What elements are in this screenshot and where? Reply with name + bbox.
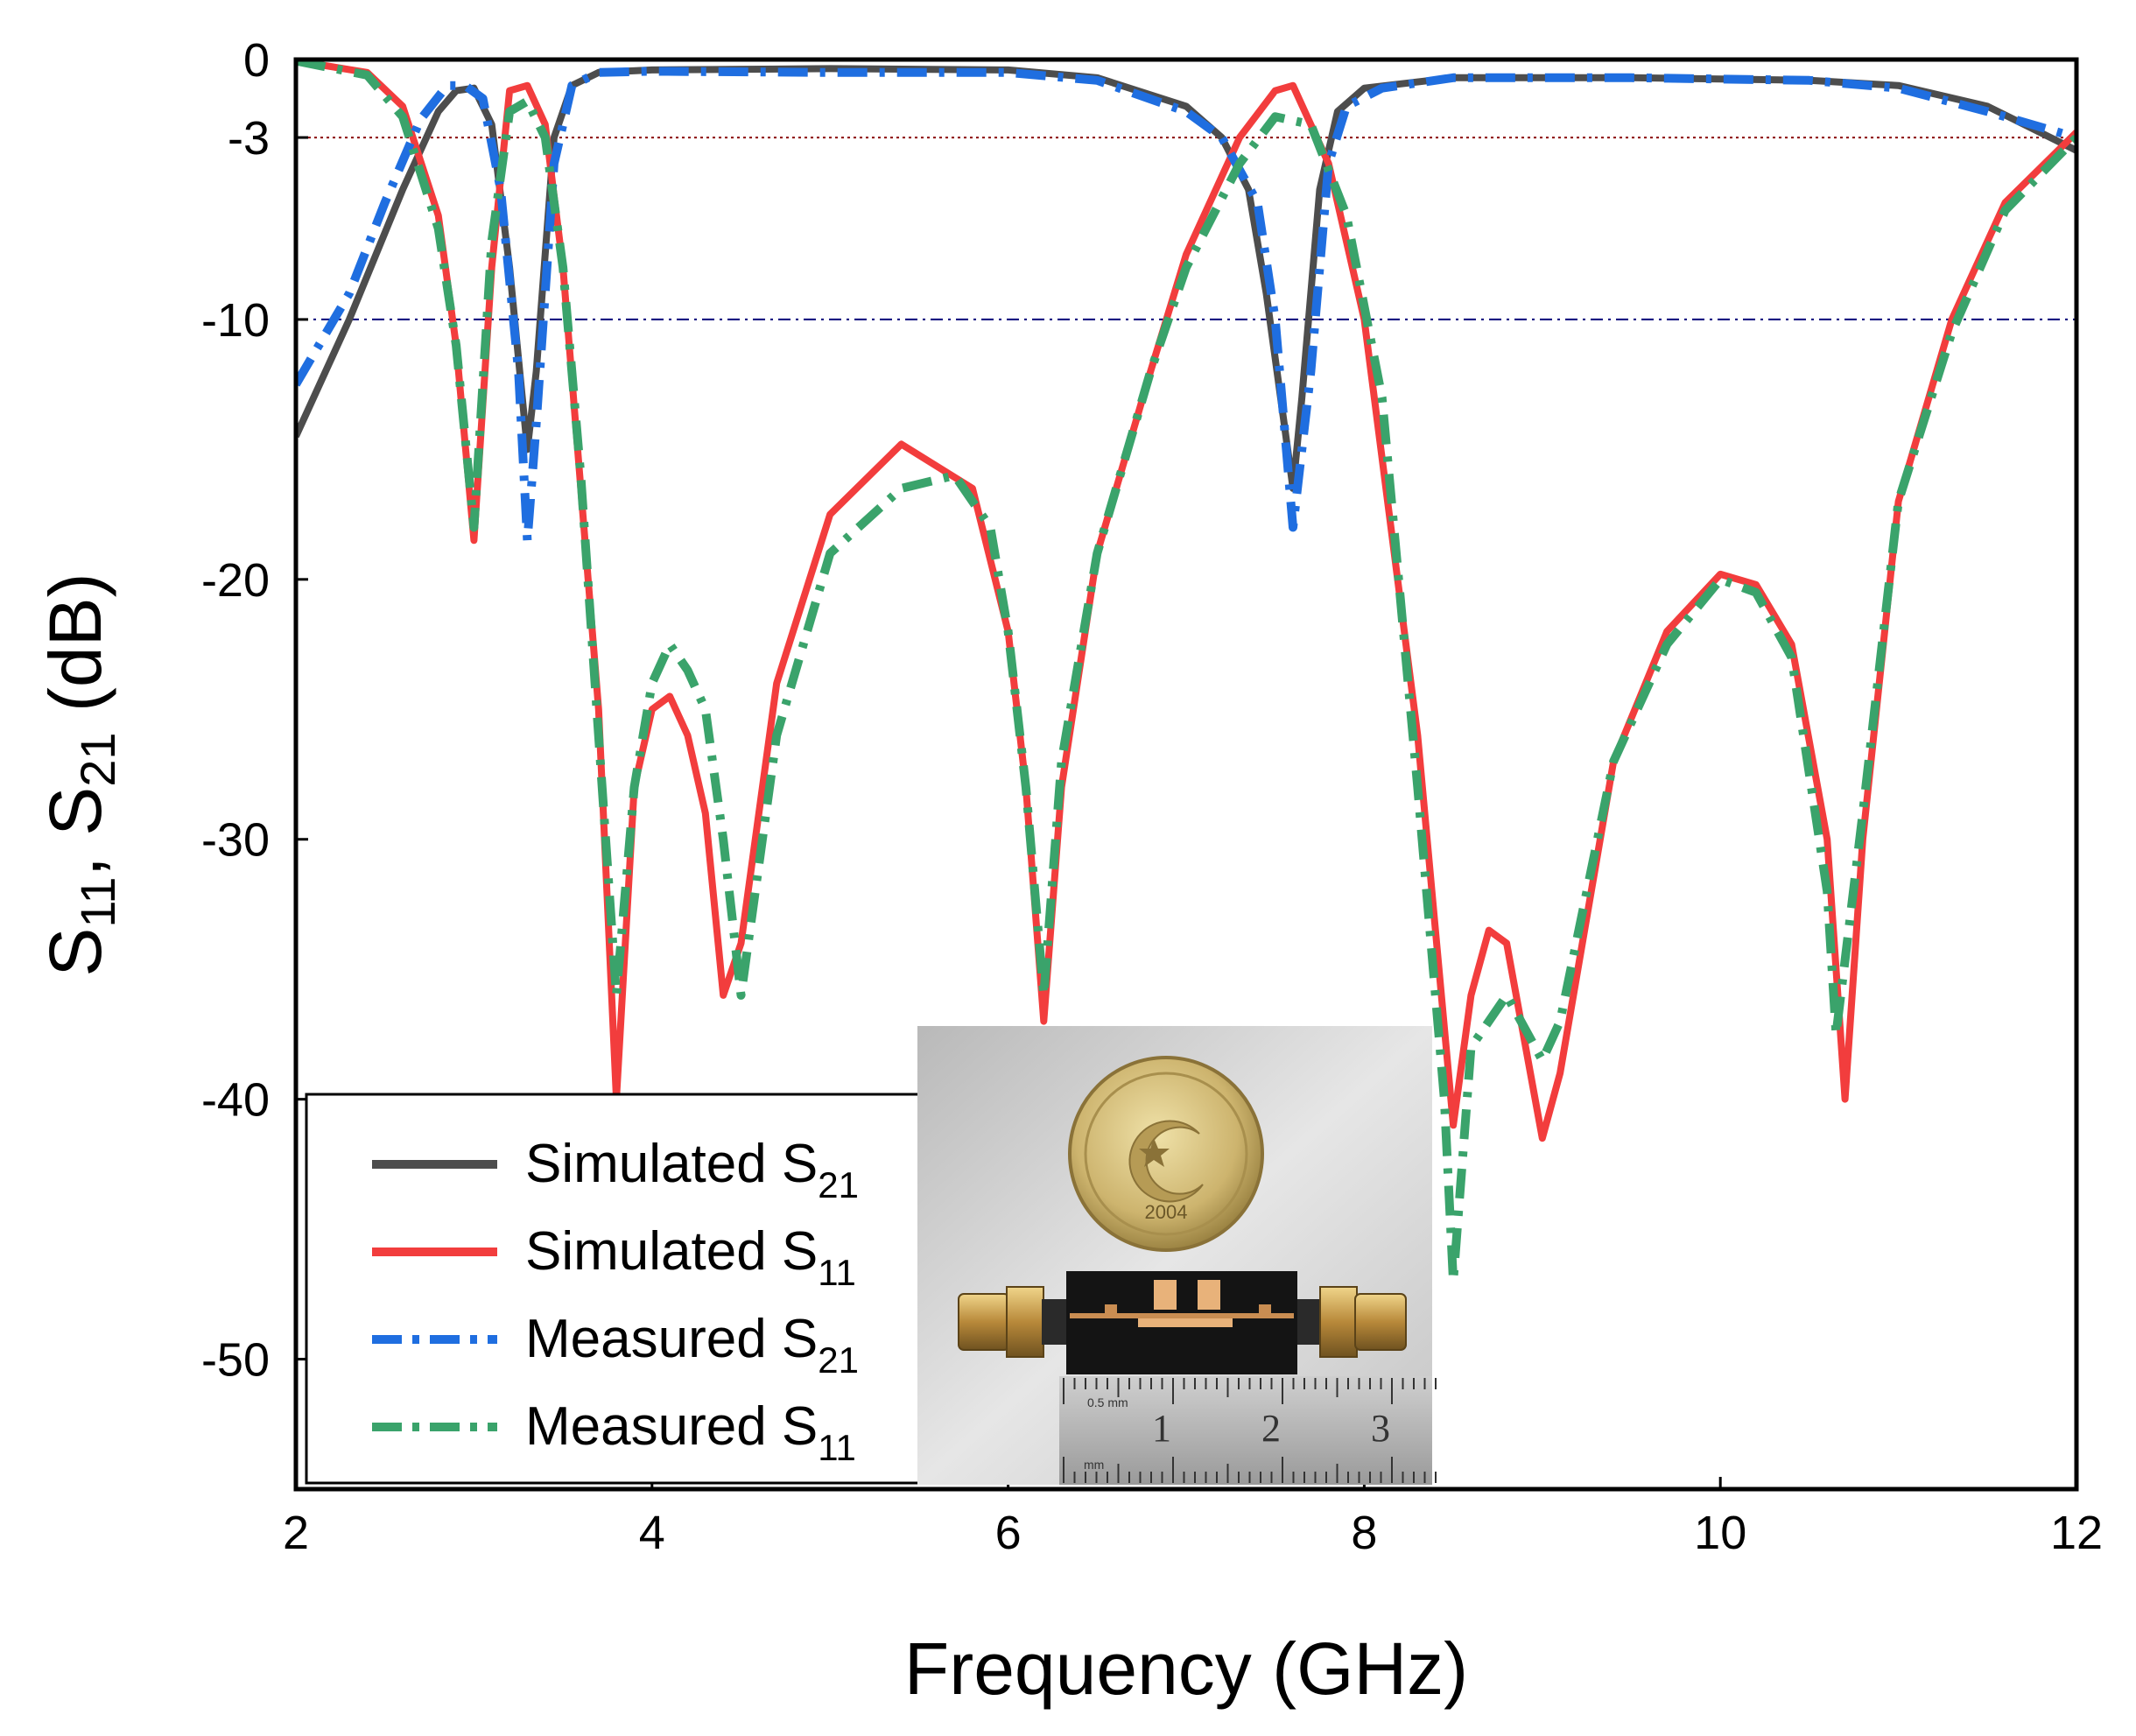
y-tick-label: -40 [201,1074,270,1127]
y-title-s: S [34,928,116,977]
reference-lines [296,137,2076,320]
ruler-icon: 0.5 mm mm 1 2 3 [1059,1376,1437,1485]
y-tick-label: -30 [201,814,270,867]
crescent-icon [1128,1120,1204,1203]
y-tick-label: -50 [201,1334,270,1387]
series-layer [296,60,2076,1286]
ruler-unit-2: mm [1084,1458,1104,1472]
x-tick-label: 8 [1351,1507,1377,1559]
sma-connector-left-icon [958,1286,1068,1358]
inset-photo: 2004 0.5 mm mm 1 [917,1026,1437,1485]
y-tick-label: -3 [228,112,270,165]
x-axis-title: Frequency (GHz) [904,1627,1468,1710]
sma-connector-right-icon [1296,1286,1407,1358]
ruler-unit: 0.5 mm [1087,1395,1128,1409]
legend-label: Simulated S21 [525,1134,859,1205]
x-tick-label: 2 [283,1507,309,1559]
legend-label: Measured S21 [525,1309,859,1381]
series-measured-s11 [296,60,2076,1286]
coin-icon: 2004 [1068,1056,1264,1252]
y-title-tail: (dB) [34,573,116,732]
y-tick-label: -20 [201,554,270,607]
coin-year: 2004 [1145,1201,1188,1223]
legend-box [305,1093,926,1485]
ruler-number-2: 2 [1261,1407,1281,1450]
series-simulated-s11 [296,60,2076,1142]
y-tick-label: -10 [201,294,270,347]
x-tick-label: 12 [2050,1507,2103,1559]
pcb-filter-icon [1066,1271,1297,1374]
legend: Simulated S21 Simulated S11 Measured S21 Me… [305,1093,926,1485]
y-title-sub1: 11 [70,876,125,927]
x-tick-label: 10 [1694,1507,1746,1559]
y-tick-label: 0 [243,34,270,87]
legend-label: Measured S11 [525,1396,856,1468]
x-tick-label: 4 [639,1507,665,1559]
series-measured-s21 [296,67,2076,545]
y-axis-ticks: 0 -3 -10 -20 -30 -40 -50 [201,34,308,1387]
ruler-number-1: 1 [1152,1407,1171,1450]
legend-label: Simulated S11 [525,1221,856,1293]
y-axis-title: S11, S21 (dB) [34,573,125,976]
star-icon [1139,1138,1170,1167]
x-axis-ticks: 2 4 6 8 10 12 [283,1477,2103,1559]
ruler-number-3: 3 [1371,1407,1390,1450]
y-title-sep: , S [34,787,116,877]
y-title-sub2: 21 [70,732,125,786]
plot-frame [293,57,2079,1492]
x-tick-label: 6 [995,1507,1022,1559]
